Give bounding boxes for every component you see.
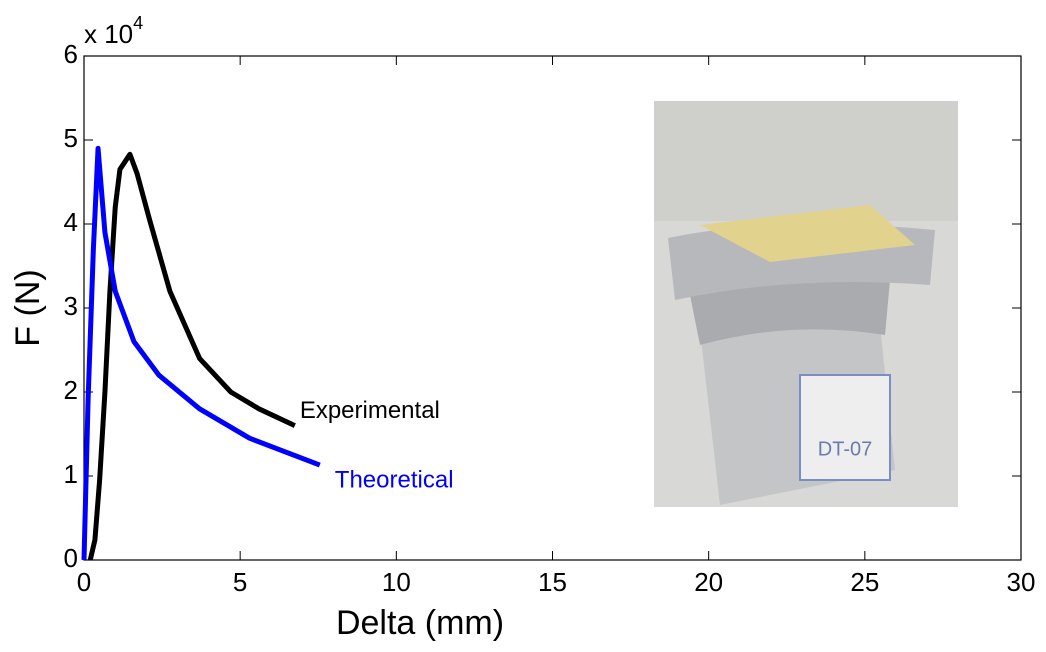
- x-tick-label: 15: [538, 567, 567, 597]
- y-axis-label: F (N): [9, 269, 47, 346]
- x-tick-label: 10: [382, 567, 411, 597]
- x-tick-label: 25: [850, 567, 879, 597]
- series-label: Theoretical: [335, 466, 454, 493]
- y-tick-label: 3: [64, 291, 78, 321]
- series-label: Experimental: [300, 397, 440, 424]
- series-line: [81, 145, 321, 561]
- x-tick-label: 20: [694, 567, 723, 597]
- y-tick-label: 6: [64, 39, 78, 69]
- y-tick-label: 2: [64, 375, 78, 405]
- y-tick-label: 0: [64, 543, 78, 573]
- y-multiplier-exponent: 4: [133, 13, 143, 33]
- series-line: [87, 151, 296, 561]
- y-multiplier-base: x 10: [84, 19, 133, 49]
- photo: DT-07: [654, 101, 958, 507]
- x-tick-label: 0: [77, 567, 91, 597]
- y-multiplier: x 104: [84, 13, 143, 49]
- x-tick-label: 5: [233, 567, 247, 597]
- x-tick-label: 30: [1007, 567, 1036, 597]
- y-tick-label: 5: [64, 123, 78, 153]
- x-axis-label: Delta (mm): [336, 604, 504, 642]
- photo-label: DT-07: [818, 438, 872, 460]
- y-tick-label: 1: [64, 459, 78, 489]
- y-tick-label: 4: [64, 207, 78, 237]
